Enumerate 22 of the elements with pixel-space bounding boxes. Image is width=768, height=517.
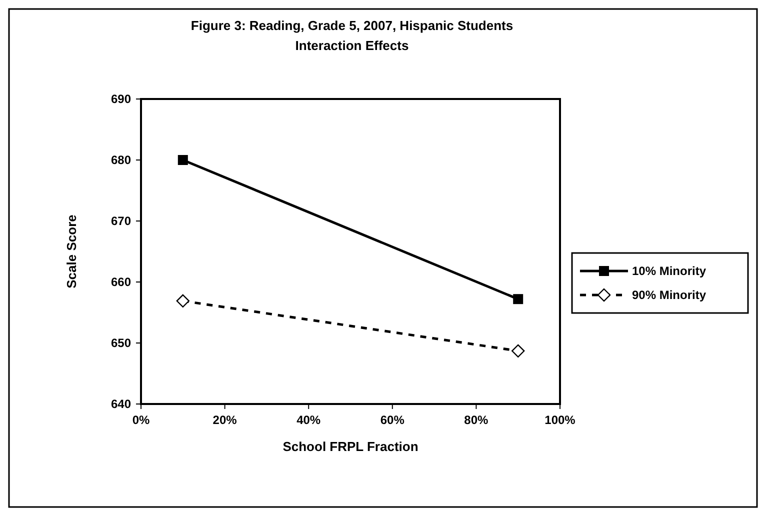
chart-title: Figure 3: Reading, Grade 5, 2007, Hispanic Students <box>190 18 514 33</box>
x-tick-label: 0% <box>132 413 150 427</box>
legend-label: 10% Minority <box>632 264 706 278</box>
point <box>176 294 190 308</box>
point <box>513 294 524 304</box>
y-tick-label: 670 <box>110 214 132 228</box>
point <box>512 344 525 358</box>
y-tick-label: 640 <box>110 397 132 412</box>
x-tick-label: 40% <box>296 413 321 427</box>
x-tick-label: 100% <box>544 413 576 427</box>
chart-subtitle: Interaction Effects <box>295 38 409 53</box>
y-tick-label: 680 <box>110 153 132 168</box>
x-axis-title: School FRPL Fraction <box>282 439 418 454</box>
x-tick-label: 80% <box>464 413 489 427</box>
legend-label: 90% Minority <box>632 288 706 302</box>
y-axis-title: Scale Score <box>64 214 79 288</box>
x-tick-label: 20% <box>212 413 238 427</box>
point <box>178 155 188 165</box>
y-tick-label: 690 <box>110 92 132 106</box>
y-tick-label: 660 <box>110 275 132 290</box>
y-tick-label: 650 <box>110 336 132 350</box>
x-tick-label: 60% <box>380 413 405 427</box>
